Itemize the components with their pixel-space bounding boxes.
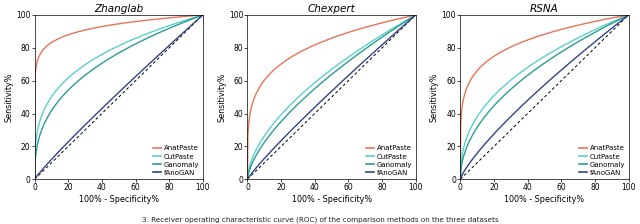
X-axis label: 100% - Specificity%: 100% - Specificity% [79,195,159,204]
Text: 3. Receiver operating characteristic curve (ROC) of the comparison methods on th: 3. Receiver operating characteristic cur… [141,216,499,223]
Legend: AnatPaste, CutPaste, Ganomaly, fAnoGAN: AnatPaste, CutPaste, Ganomaly, fAnoGAN [579,145,625,176]
Y-axis label: Sensitivity%: Sensitivity% [217,72,226,122]
Legend: AnatPaste, CutPaste, Ganomaly, fAnoGAN: AnatPaste, CutPaste, Ganomaly, fAnoGAN [365,145,412,176]
Title: RSNA: RSNA [530,4,559,14]
X-axis label: 100% - Specificity%: 100% - Specificity% [292,195,372,204]
Title: Chexpert: Chexpert [308,4,355,14]
Title: Zhanglab: Zhanglab [94,4,143,14]
X-axis label: 100% - Specificity%: 100% - Specificity% [504,195,584,204]
Y-axis label: Sensitivity%: Sensitivity% [430,72,439,122]
Legend: AnatPaste, CutPaste, Ganomaly, fAnoGAN: AnatPaste, CutPaste, Ganomaly, fAnoGAN [153,145,200,176]
Y-axis label: Sensitivity%: Sensitivity% [4,72,13,122]
